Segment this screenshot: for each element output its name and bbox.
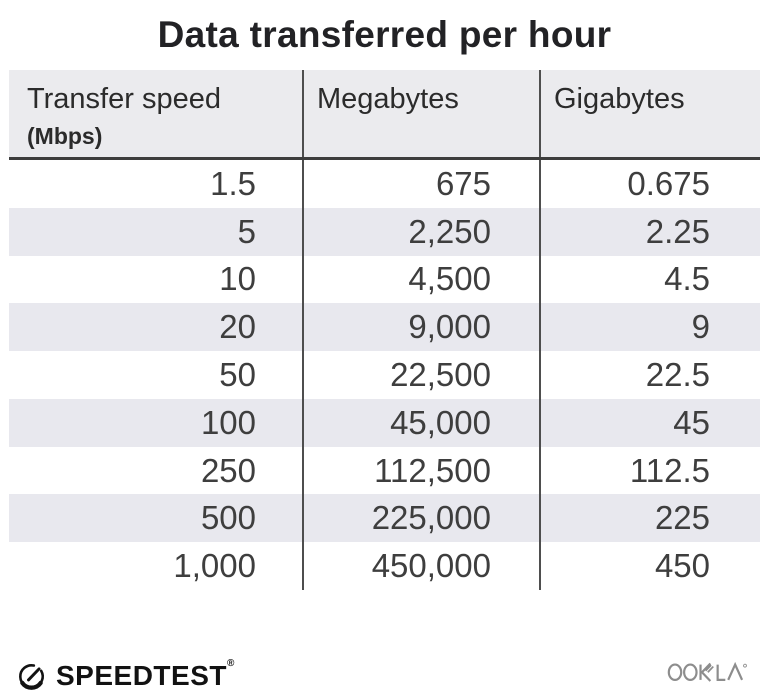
table-row: 10 4,500 4.5: [9, 255, 760, 304]
table-cell: 4.5: [539, 255, 760, 304]
column-header-label: Gigabytes: [554, 83, 685, 115]
table-cell: 112.5: [539, 446, 760, 495]
column-header-transfer-speed: Transfer speed (Mbps): [9, 70, 302, 157]
table-cell: 45: [539, 398, 760, 447]
table-cell: 500: [200, 499, 256, 537]
table-cell: 22.5: [539, 351, 760, 399]
table-cell: 20: [219, 308, 256, 346]
table-cell: 225,000: [302, 494, 539, 543]
column-header-gigabytes: Gigabytes: [539, 70, 760, 157]
table-body: 1.5 675 0.675 5 2,250 2.25 10 4,500 4.5 20 9,000 9 5…: [9, 160, 760, 591]
table-row: 5 2,250 2.25: [9, 207, 760, 256]
table-cell: 9,000: [302, 303, 539, 352]
table-cell: 450: [539, 542, 760, 591]
table-row: 250 112,500 112.5: [9, 446, 760, 495]
table-cell: 450,000: [302, 542, 539, 591]
table-cell: 675: [302, 160, 539, 208]
table-row: 1.5 675 0.675: [9, 160, 760, 208]
speedtest-wordmark: SPEEDTEST®: [56, 658, 235, 691]
speedtest-logo: SPEEDTEST®: [16, 658, 235, 692]
table-cell: 0.675: [539, 160, 760, 208]
registered-trademark-icon: ®: [226, 658, 235, 669]
table-cell: 100: [200, 403, 256, 441]
ookla-logo: [667, 659, 753, 689]
table-row: 20 9,000 9: [9, 303, 760, 352]
table-cell: 2.25: [539, 207, 760, 256]
table-cell: 10: [219, 260, 256, 298]
table-row: 500 225,000 225: [9, 494, 760, 543]
data-table: Transfer speed (Mbps) Megabytes Gigabyte…: [9, 70, 760, 591]
table-cell: 2,250: [302, 207, 539, 256]
table-cell: 1.5: [210, 164, 256, 202]
table-row: 50 22,500 22.5: [9, 351, 760, 399]
table-cell: 225: [539, 494, 760, 543]
table-cell: 9: [539, 303, 760, 352]
table-cell: 112,500: [302, 446, 539, 495]
column-header-label: Megabytes: [317, 83, 459, 115]
column-header-unit: (Mbps): [27, 123, 103, 150]
table-cell: 45,000: [302, 398, 539, 447]
table-row: 100 45,000 45: [9, 398, 760, 447]
table-cell: 1,000: [173, 547, 256, 585]
table-cell: 5: [237, 212, 256, 250]
speedtest-gauge-icon: [19, 663, 44, 690]
table-row: 1,000 450,000 450: [9, 542, 760, 591]
table-cell: 4,500: [302, 255, 539, 304]
table-header-row: Transfer speed (Mbps) Megabytes Gigabyte…: [9, 70, 760, 160]
ookla-wordmark-icon: [667, 661, 747, 682]
page-title: Data transferred per hour: [157, 14, 612, 55]
table-cell: 50: [219, 356, 256, 394]
table-cell: 22,500: [302, 351, 539, 399]
column-header-label: Transfer speed: [27, 83, 221, 115]
table-cell: 250: [200, 451, 256, 489]
column-header-megabytes: Megabytes: [302, 70, 539, 157]
